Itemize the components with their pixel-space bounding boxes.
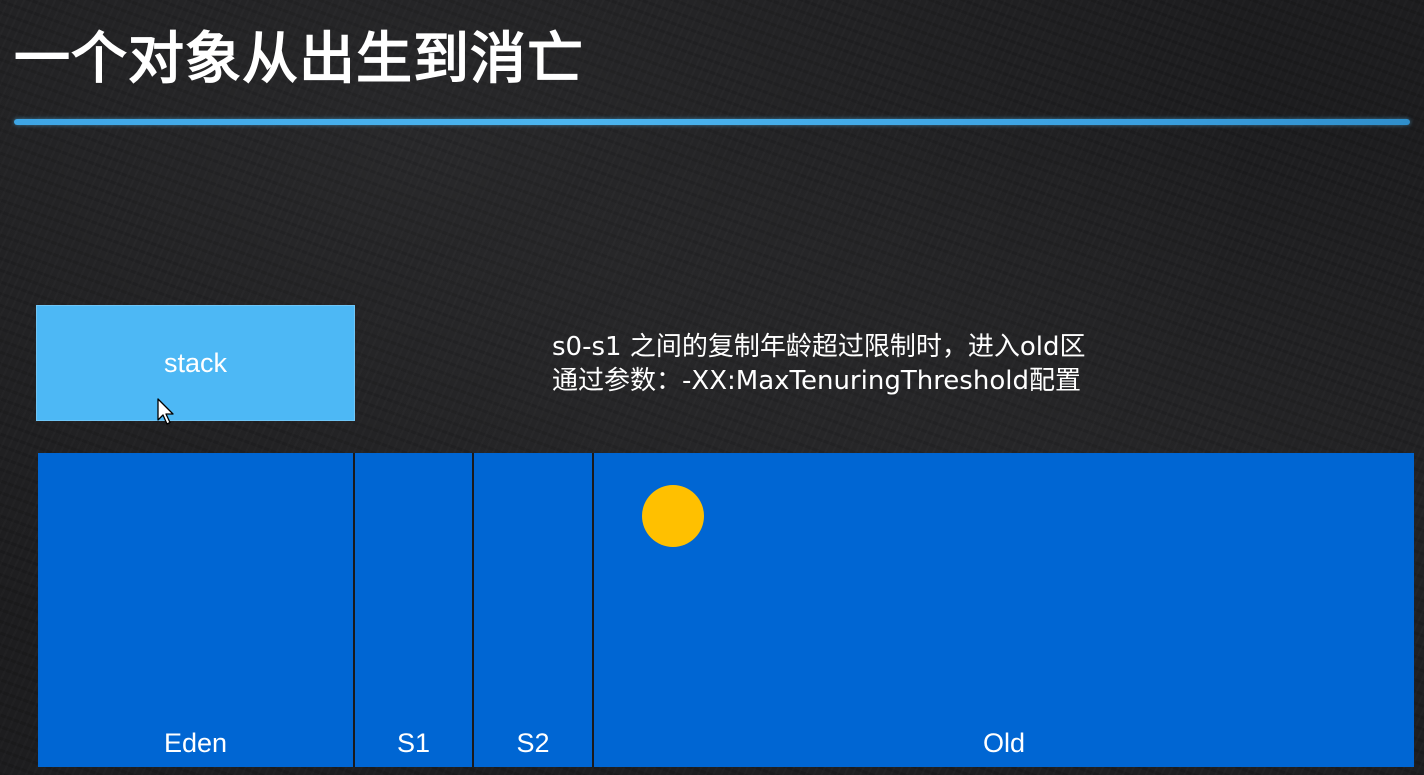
title-underline <box>14 119 1410 125</box>
object-circle <box>642 485 704 547</box>
region-label-s1: S1 <box>396 728 431 758</box>
stack-label: stack <box>163 347 228 378</box>
slide-title: 一个对象从出生到消亡 <box>14 27 584 92</box>
heap-region-old: Old <box>594 453 1414 767</box>
heap-region-eden: Eden <box>38 453 355 767</box>
mouse-cursor-icon <box>157 398 174 425</box>
region-label-old: Old <box>982 728 1026 758</box>
heap-region-s2: S2 <box>474 453 594 767</box>
stack-box: stack <box>36 305 355 421</box>
heap-memory: Eden S1 S2 Old <box>38 453 1414 767</box>
note-text: s0-s1 之间的复制年龄超过限制时，进入old区 通过参数：-XX:MaxTe… <box>552 330 1085 398</box>
region-label-s2: S2 <box>516 728 550 758</box>
region-label-eden: Eden <box>163 728 228 758</box>
heap-region-s1: S1 <box>355 453 474 767</box>
note-line-promotion: s0-s1 之间的复制年龄超过限制时，进入old区 <box>552 332 1086 362</box>
note-line-parameter: 通过参数：-XX:MaxTenuringThreshold配置 <box>552 366 1081 396</box>
